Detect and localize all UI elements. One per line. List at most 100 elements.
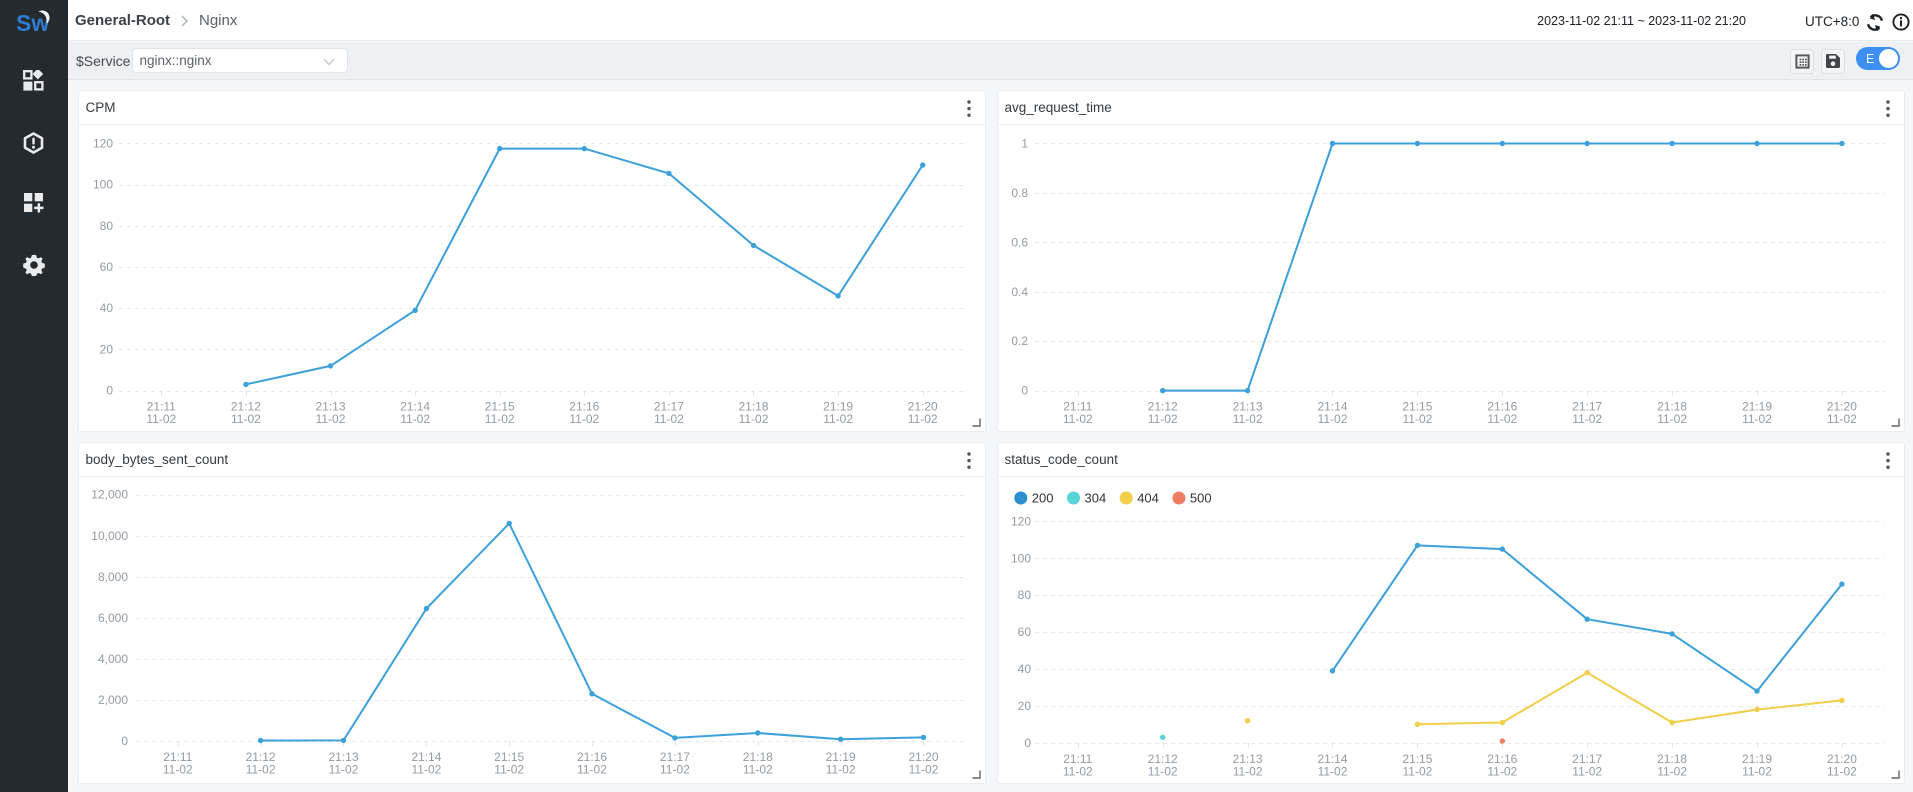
svg-text:21:13: 21:13	[1233, 752, 1263, 766]
svg-text:21:11: 21:11	[163, 750, 192, 764]
svg-text:21:12: 21:12	[1148, 400, 1178, 414]
svg-text:80: 80	[1018, 588, 1032, 602]
svg-text:21:18: 21:18	[1657, 400, 1687, 414]
svg-text:Sw: Sw	[16, 10, 49, 36]
svg-text:0: 0	[1021, 384, 1028, 398]
svg-text:21:12: 21:12	[246, 750, 276, 764]
svg-text:11-02: 11-02	[1063, 412, 1093, 426]
svg-text:21:11: 21:11	[147, 400, 176, 414]
svg-text:11-02: 11-02	[1233, 764, 1263, 778]
svg-text:11-02: 11-02	[1827, 412, 1857, 426]
svg-text:11-02: 11-02	[1572, 764, 1602, 778]
svg-text:0: 0	[1024, 736, 1031, 750]
svg-text:21:19: 21:19	[823, 400, 853, 414]
svg-text:11-02: 11-02	[1148, 412, 1178, 426]
svg-text:11-02: 11-02	[163, 763, 193, 777]
svg-text:60: 60	[100, 260, 114, 274]
svg-text:21:14: 21:14	[1317, 752, 1347, 766]
svg-text:100: 100	[1011, 551, 1031, 565]
svg-text:21:14: 21:14	[400, 400, 430, 414]
svg-text:21:18: 21:18	[738, 400, 768, 414]
svg-text:21:17: 21:17	[654, 400, 684, 414]
svg-text:11-02: 11-02	[494, 763, 524, 777]
svg-text:11-02: 11-02	[909, 763, 939, 777]
svg-text:60: 60	[1018, 625, 1032, 639]
svg-text:21:20: 21:20	[908, 400, 938, 414]
svg-text:21:15: 21:15	[485, 400, 515, 414]
svg-text:11-02: 11-02	[231, 412, 261, 426]
svg-text:11-02: 11-02	[826, 763, 856, 777]
svg-text:11-02: 11-02	[1402, 412, 1432, 426]
svg-text:11-02: 11-02	[1742, 412, 1772, 426]
svg-text:11-02: 11-02	[1233, 412, 1263, 426]
svg-text:11-02: 11-02	[569, 412, 599, 426]
svg-text:21:11: 21:11	[1063, 752, 1092, 766]
svg-text:11-02: 11-02	[1827, 764, 1857, 778]
svg-text:0.6: 0.6	[1011, 235, 1028, 249]
svg-text:11-02: 11-02	[146, 412, 176, 426]
svg-text:21:13: 21:13	[328, 750, 358, 764]
svg-text:21:15: 21:15	[494, 750, 524, 764]
svg-text:11-02: 11-02	[1487, 764, 1517, 778]
svg-text:1: 1	[1021, 137, 1028, 151]
svg-text:21:12: 21:12	[231, 400, 261, 414]
svg-text:21:20: 21:20	[908, 750, 938, 764]
svg-text:11-02: 11-02	[316, 412, 346, 426]
svg-text:10,000: 10,000	[91, 529, 128, 543]
svg-text:21:16: 21:16	[1487, 752, 1517, 766]
svg-text:120: 120	[93, 137, 113, 151]
svg-text:11-02: 11-02	[1657, 412, 1687, 426]
svg-text:11-02: 11-02	[246, 763, 276, 777]
svg-text:80: 80	[100, 219, 114, 233]
svg-text:21:20: 21:20	[1827, 752, 1857, 766]
svg-text:40: 40	[1018, 662, 1032, 676]
svg-text:11-02: 11-02	[739, 412, 769, 426]
svg-text:4,000: 4,000	[98, 652, 128, 666]
svg-text:21:17: 21:17	[1572, 752, 1602, 766]
svg-text:21:14: 21:14	[411, 750, 441, 764]
svg-text:11-02: 11-02	[660, 763, 690, 777]
svg-text:0: 0	[121, 734, 128, 748]
svg-text:11-02: 11-02	[1318, 412, 1348, 426]
svg-text:20: 20	[100, 342, 114, 356]
svg-text:20: 20	[1018, 699, 1032, 713]
svg-text:21:13: 21:13	[1233, 400, 1263, 414]
svg-text:304: 304	[1085, 491, 1107, 506]
svg-text:11-02: 11-02	[1572, 412, 1602, 426]
svg-text:11-02: 11-02	[1487, 412, 1517, 426]
svg-text:21:12: 21:12	[1148, 752, 1178, 766]
svg-text:120: 120	[1011, 514, 1031, 528]
svg-text:0: 0	[106, 384, 113, 398]
svg-text:21:14: 21:14	[1317, 400, 1347, 414]
svg-text:21:16: 21:16	[1487, 400, 1517, 414]
svg-text:6,000: 6,000	[98, 611, 128, 625]
svg-text:11-02: 11-02	[908, 412, 938, 426]
svg-text:11-02: 11-02	[485, 412, 515, 426]
svg-text:21:20: 21:20	[1827, 400, 1857, 414]
svg-text:100: 100	[93, 178, 113, 192]
svg-text:2,000: 2,000	[98, 693, 128, 707]
svg-text:11-02: 11-02	[654, 412, 684, 426]
svg-text:11-02: 11-02	[1742, 764, 1772, 778]
svg-text:40: 40	[100, 301, 114, 315]
svg-text:21:13: 21:13	[315, 400, 345, 414]
svg-text:500: 500	[1190, 491, 1212, 506]
svg-text:21:18: 21:18	[1657, 752, 1687, 766]
svg-text:11-02: 11-02	[1063, 764, 1093, 778]
svg-text:21:15: 21:15	[1402, 752, 1432, 766]
svg-text:200: 200	[1032, 491, 1054, 506]
svg-text:11-02: 11-02	[400, 412, 430, 426]
svg-text:21:19: 21:19	[1742, 752, 1772, 766]
svg-text:21:11: 21:11	[1063, 400, 1092, 414]
svg-text:8,000: 8,000	[98, 570, 128, 584]
svg-text:11-02: 11-02	[329, 763, 359, 777]
svg-text:11-02: 11-02	[1657, 764, 1687, 778]
svg-text:12,000: 12,000	[91, 488, 128, 502]
svg-text:11-02: 11-02	[1148, 764, 1178, 778]
svg-text:21:17: 21:17	[660, 750, 690, 764]
svg-text:11-02: 11-02	[823, 412, 853, 426]
svg-text:21:16: 21:16	[569, 400, 599, 414]
svg-text:21:19: 21:19	[826, 750, 856, 764]
svg-text:11-02: 11-02	[1318, 764, 1348, 778]
svg-text:21:18: 21:18	[743, 750, 773, 764]
